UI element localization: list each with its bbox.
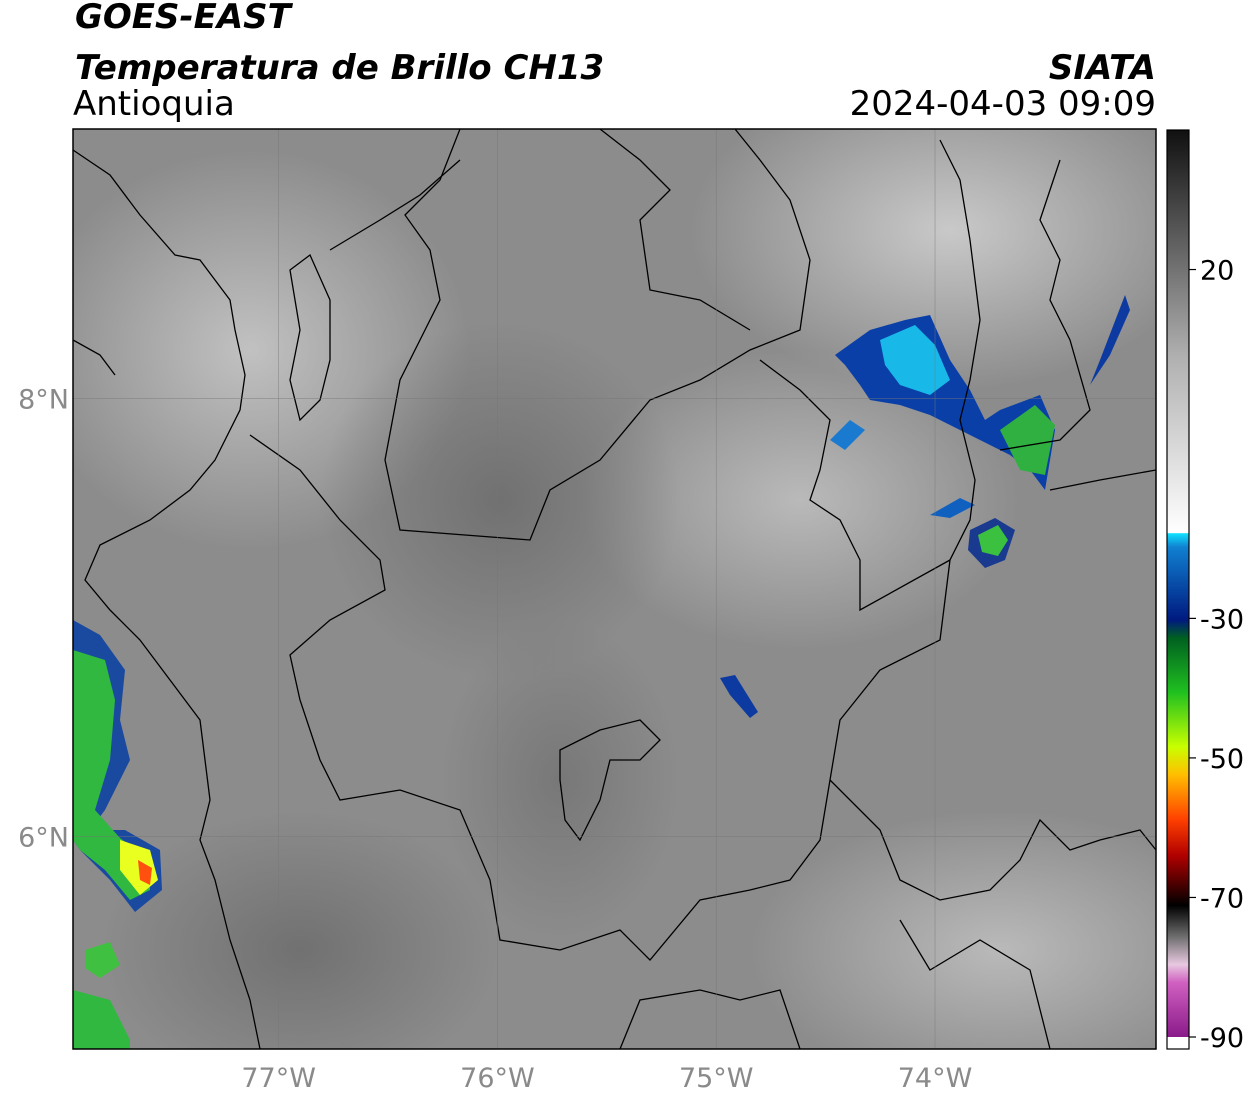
colorbar-tick-label: -70 — [1200, 883, 1244, 914]
colorbar-tick-label: -30 — [1200, 604, 1244, 635]
product-title: Temperatura de Brillo CH13 — [75, 48, 604, 88]
x-tick-label: 77°W — [241, 1063, 316, 1094]
region: Antioquia — [73, 84, 235, 124]
colorbar-under — [1167, 1037, 1189, 1049]
colorbar-tick-label: 20 — [1200, 256, 1234, 287]
colorbar-tick-label: -50 — [1200, 744, 1244, 775]
grid — [73, 129, 1156, 1049]
colorbar-frame — [1166, 129, 1190, 1050]
colorbar-tick-label: -90 — [1200, 1023, 1244, 1054]
agency: SIATA — [1049, 48, 1156, 88]
satellite-title: GOES-EAST — [75, 0, 294, 37]
map-frame — [72, 128, 1157, 1050]
y-tick-label: 6°N — [18, 823, 69, 854]
x-tick-label: 76°W — [460, 1063, 535, 1094]
x-tick-label: 74°W — [898, 1063, 973, 1094]
map-imagery — [73, 129, 1156, 1049]
x-tick-label: 75°W — [679, 1063, 754, 1094]
colorbar — [1167, 130, 1189, 1037]
y-tick-label: 8°N — [18, 384, 69, 415]
datetime: 2024-04-03 09:09 — [850, 84, 1156, 124]
